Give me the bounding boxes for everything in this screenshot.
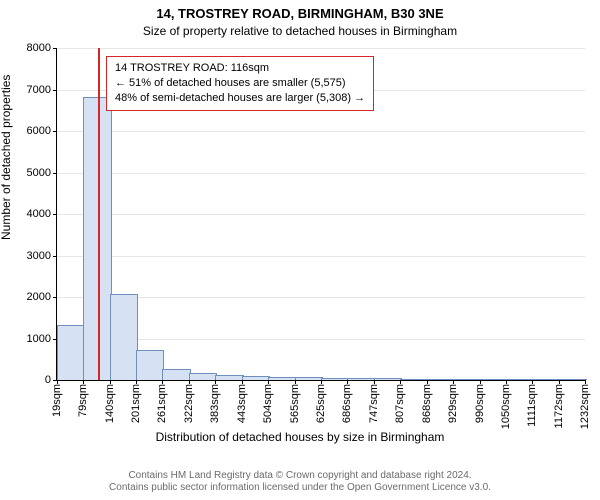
xtick-label: 504sqm	[262, 380, 274, 423]
ytick-label: 2000	[27, 291, 51, 303]
xtick-label: 747sqm	[368, 380, 380, 423]
xtick-label: 625sqm	[315, 380, 327, 423]
ytick-label: 3000	[27, 250, 51, 262]
legend-box: 14 TROSTREY ROAD: 116sqm← 51% of detache…	[106, 56, 374, 111]
xtick-label: 807sqm	[394, 380, 406, 423]
y-axis-label: Number of detached properties	[0, 75, 13, 240]
xtick-label: 1111sqm	[526, 380, 538, 427]
ytick-label: 1000	[27, 333, 51, 345]
ytick-mark	[53, 90, 57, 91]
xtick-label: 868sqm	[421, 380, 433, 423]
chart-title: 14, TROSTREY ROAD, BIRMINGHAM, B30 3NE	[0, 6, 600, 21]
chart-subtitle: Size of property relative to detached ho…	[0, 24, 600, 38]
ytick-mark	[53, 48, 57, 49]
xtick-label: 929sqm	[447, 380, 459, 423]
xtick-label: 140sqm	[104, 380, 116, 423]
xtick-label: 1050sqm	[500, 380, 512, 429]
ytick-mark	[53, 214, 57, 215]
ytick-mark	[53, 131, 57, 132]
footer-attribution: Contains HM Land Registry data © Crown c…	[0, 470, 600, 494]
chart-container: 14, TROSTREY ROAD, BIRMINGHAM, B30 3NE S…	[0, 0, 600, 500]
ytick-mark	[53, 297, 57, 298]
histogram-bar	[110, 294, 139, 380]
gridline	[57, 48, 585, 49]
gridline	[57, 173, 585, 174]
histogram-bar	[162, 369, 191, 380]
legend-line: ← 51% of detached houses are smaller (5,…	[115, 76, 365, 91]
property-marker-line	[98, 48, 100, 380]
xtick-label: 686sqm	[341, 380, 353, 423]
xtick-label: 443sqm	[236, 380, 248, 423]
xtick-label: 990sqm	[474, 380, 486, 423]
ytick-label: 6000	[27, 125, 51, 137]
gridline	[57, 214, 585, 215]
histogram-bar	[57, 325, 85, 380]
xtick-label: 1232sqm	[579, 380, 591, 429]
xtick-label: 79sqm	[77, 380, 89, 417]
histogram-bar	[136, 350, 164, 380]
ytick-mark	[53, 173, 57, 174]
xtick-label: 261sqm	[156, 380, 168, 423]
legend-line: 48% of semi-detached houses are larger (…	[115, 91, 365, 106]
xtick-label: 322sqm	[183, 380, 195, 423]
ytick-mark	[53, 256, 57, 257]
histogram-bar	[189, 373, 218, 380]
xtick-label: 19sqm	[51, 380, 63, 417]
gridline	[57, 131, 585, 132]
footer-line: Contains HM Land Registry data © Crown c…	[0, 470, 600, 482]
xtick-label: 201sqm	[130, 380, 142, 423]
ytick-label: 4000	[27, 208, 51, 220]
xtick-label: 565sqm	[289, 380, 301, 423]
xtick-label: 383sqm	[209, 380, 221, 423]
ytick-label: 8000	[27, 42, 51, 54]
xtick-label: 1172sqm	[553, 380, 565, 428]
footer-line: Contains public sector information licen…	[0, 482, 600, 494]
x-axis-label: Distribution of detached houses by size …	[0, 430, 600, 444]
ytick-label: 5000	[27, 167, 51, 179]
gridline	[57, 256, 585, 257]
ytick-label: 7000	[27, 84, 51, 96]
legend-line: 14 TROSTREY ROAD: 116sqm	[115, 61, 365, 76]
